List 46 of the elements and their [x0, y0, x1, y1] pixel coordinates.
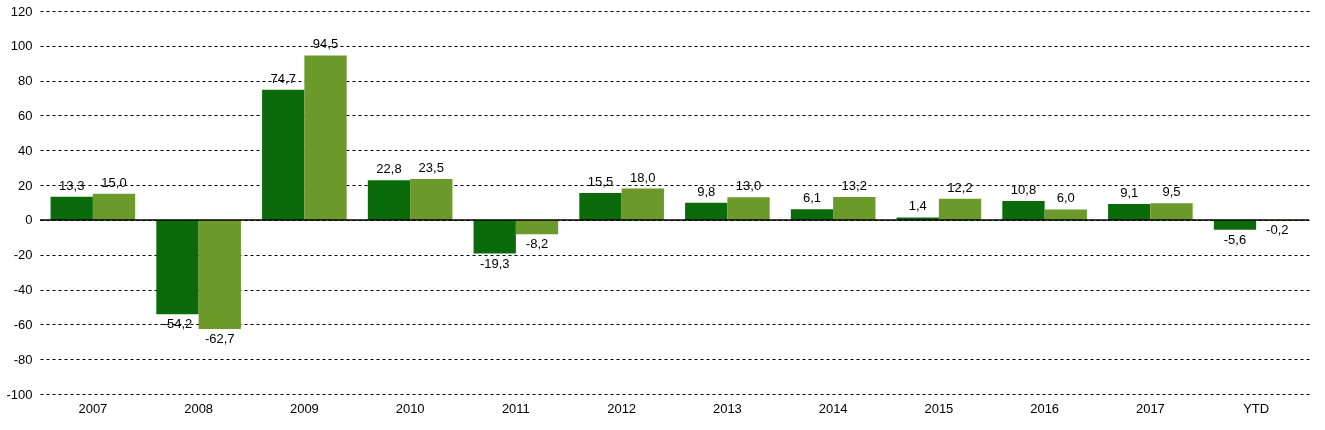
x-tick-label: 2014 — [818, 400, 848, 416]
data-label: 94,5 — [312, 36, 339, 52]
x-tick-label: 2008 — [184, 400, 214, 416]
x-tick-label: 2011 — [501, 400, 530, 416]
data-label: 74,7 — [270, 70, 296, 86]
y-tick-label: -20 — [13, 247, 33, 263]
y-tick-label: -40 — [13, 282, 33, 298]
data-label: -19,3 — [479, 255, 510, 271]
data-label: 13,0 — [735, 178, 762, 194]
data-label: 15,5 — [587, 173, 614, 189]
y-tick-label: 120 — [10, 3, 33, 19]
data-label: 9,5 — [1162, 184, 1181, 200]
data-label: -0,2 — [1266, 222, 1289, 238]
x-tick-label: 2007 — [78, 400, 108, 416]
x-tick-label: 2015 — [924, 400, 954, 416]
x-tick-label: YTD — [1243, 400, 1270, 416]
y-tick-label: 60 — [18, 107, 33, 123]
y-tick-label: -60 — [13, 316, 33, 332]
y-tick-label: -80 — [13, 351, 33, 367]
data-label: 22,8 — [376, 161, 402, 177]
data-label: -62,7 — [204, 331, 235, 347]
data-label: 9,1 — [1120, 185, 1139, 201]
x-tick-label: 2009 — [289, 400, 319, 416]
y-tick-label: 80 — [18, 73, 33, 89]
data-label: -5,6 — [1223, 231, 1247, 247]
data-label: 23,5 — [418, 160, 444, 175]
y-tick-label: 20 — [18, 177, 33, 193]
data-label: 12,2 — [947, 179, 973, 195]
data-label: 15,0 — [101, 174, 127, 190]
data-label: 13,3 — [59, 177, 85, 193]
x-tick-label: 2012 — [607, 400, 637, 416]
data-label: 9,8 — [697, 183, 716, 199]
x-tick-label: 2010 — [395, 400, 425, 416]
y-tick-label: 100 — [10, 38, 33, 54]
x-tick-label: 2013 — [712, 400, 742, 416]
x-tick-label: 2017 — [1135, 400, 1165, 416]
data-label: 18,0 — [630, 169, 656, 185]
y-tick-label: 40 — [18, 142, 33, 158]
data-label: 6,0 — [1056, 190, 1075, 206]
data-label: 1,4 — [908, 198, 927, 214]
y-tick-label: -100 — [6, 386, 33, 402]
x-tick-label: 2016 — [1030, 400, 1060, 416]
y-tick-label: 0 — [25, 212, 33, 228]
data-label: -8,2 — [525, 236, 549, 252]
data-label: -54,2 — [162, 316, 193, 332]
data-label: 6,1 — [802, 190, 822, 206]
